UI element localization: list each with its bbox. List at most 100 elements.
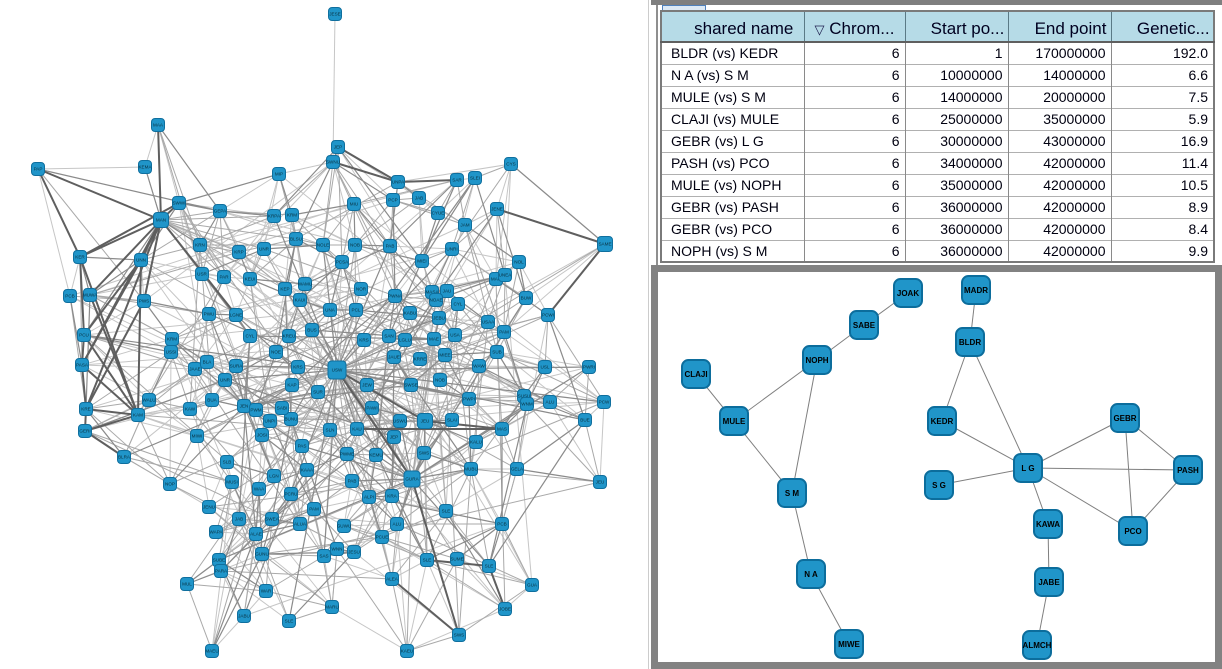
svg-text:PCRU: PCRU — [284, 492, 297, 497]
svg-text:ALAE: ALAE — [250, 532, 262, 537]
svg-text:GELA: GELA — [511, 467, 524, 472]
svg-text:PAB: PAB — [348, 479, 357, 484]
svg-text:PCUE: PCUE — [376, 535, 389, 540]
svg-text:UNR: UNR — [259, 247, 270, 252]
svg-text:JESU: JESU — [348, 550, 360, 555]
svg-text:SWEA: SWEA — [265, 517, 279, 522]
svg-text:UNR: UNR — [220, 378, 231, 383]
svg-text:USSI: USSI — [166, 350, 177, 355]
svg-text:WNM: WNM — [521, 402, 533, 407]
svg-text:UNRI: UNRI — [446, 247, 457, 252]
svg-text:PWM: PWM — [250, 408, 261, 413]
svg-text:BUA: BUA — [207, 398, 217, 403]
svg-text:BLA: BLA — [203, 360, 213, 365]
svg-text:BLRA: BLRA — [118, 455, 131, 460]
svg-text:MUSI: MUSI — [226, 480, 237, 485]
svg-text:PWRI: PWRI — [583, 365, 595, 370]
svg-text:PWU: PWU — [204, 312, 215, 317]
svg-text:ALU: ALU — [546, 400, 555, 405]
svg-text:KRRE: KRRE — [414, 357, 427, 362]
svg-text:PAM: PAM — [309, 507, 319, 512]
svg-text:SLEI: SLEI — [470, 176, 480, 181]
svg-text:MARU: MARU — [325, 605, 339, 610]
svg-text:SUB: SUB — [492, 350, 501, 355]
svg-text:MULE: MULE — [723, 417, 746, 426]
svg-text:SAME: SAME — [598, 242, 611, 247]
svg-text:PCB: PCB — [497, 522, 506, 527]
svg-text:CYL: CYL — [246, 334, 255, 339]
svg-text:PCO: PCO — [1124, 527, 1141, 536]
svg-text:JOAK: JOAK — [897, 289, 919, 298]
svg-text:MAA: MAA — [153, 123, 164, 128]
svg-text:CYS: CYS — [506, 162, 515, 167]
svg-text:UNEA: UNEA — [499, 273, 513, 278]
svg-text:JOBE: JOBE — [499, 607, 511, 612]
svg-text:NOP: NOP — [165, 482, 175, 487]
svg-text:KAEU: KAEU — [401, 649, 414, 654]
svg-text:JAAE: JAAE — [189, 367, 201, 372]
svg-text:KRM: KRM — [167, 337, 177, 342]
svg-text:PAR: PAR — [219, 275, 229, 280]
svg-text:NOE: NOE — [271, 350, 281, 355]
svg-text:JAB: JAB — [235, 517, 243, 522]
svg-text:LGN: LGN — [269, 474, 278, 479]
svg-text:BUE: BUE — [580, 418, 589, 423]
svg-text:SLB: SLB — [223, 460, 232, 465]
svg-text:GUNU: GUNU — [255, 552, 269, 557]
svg-text:BUNU: BUNU — [284, 417, 297, 422]
svg-text:PASH: PASH — [1177, 466, 1199, 475]
svg-text:KEP: KEP — [280, 287, 289, 292]
svg-text:KABU: KABU — [404, 311, 417, 316]
svg-text:N A: N A — [804, 570, 818, 579]
svg-text:KREU: KREU — [283, 334, 296, 339]
svg-text:KALU: KALU — [470, 440, 482, 445]
svg-text:ALUA: ALUA — [294, 522, 307, 527]
svg-text:MAS: MAS — [497, 427, 507, 432]
svg-text:WAPA: WAPA — [209, 530, 223, 535]
svg-text:USWU: USWU — [393, 419, 407, 424]
svg-text:MUL: MUL — [182, 582, 192, 587]
svg-text:KEMA: KEMA — [138, 165, 152, 170]
svg-text:SAS: SAS — [319, 554, 328, 559]
svg-text:PCU: PCU — [79, 333, 89, 338]
svg-text:GURA: GURA — [405, 477, 419, 482]
svg-text:SAR: SAR — [452, 178, 462, 183]
svg-text:SLE: SLE — [485, 564, 494, 569]
svg-text:JESE: JESE — [329, 12, 341, 17]
svg-text:JABU: JABU — [238, 614, 250, 619]
svg-text:ALEA: ALEA — [386, 577, 399, 582]
svg-text:USA: USA — [450, 333, 460, 338]
svg-text:KAM: KAM — [133, 413, 143, 418]
svg-text:SWWI: SWWI — [172, 201, 185, 206]
svg-text:SLE: SLE — [442, 509, 451, 514]
svg-text:JEN: JEN — [240, 404, 249, 409]
svg-text:WALU: WALU — [142, 398, 155, 403]
svg-text:UNPI: UNPI — [265, 419, 276, 424]
svg-text:SUSU: SUSU — [518, 394, 531, 399]
svg-text:MADR: MADR — [964, 286, 988, 295]
svg-text:KEUI: KEUI — [245, 277, 256, 282]
svg-text:MAU: MAU — [491, 277, 501, 282]
svg-text:PAM: PAM — [499, 330, 509, 335]
svg-text:CYUE: CYUE — [432, 211, 445, 216]
svg-text:SLE: SLE — [285, 619, 294, 624]
svg-text:SABI: SABI — [277, 406, 287, 411]
svg-text:KEDR: KEDR — [931, 417, 954, 426]
svg-text:BUW: BUW — [521, 296, 532, 301]
svg-text:SWNU: SWNU — [326, 160, 340, 165]
svg-text:USAA: USAA — [482, 320, 495, 325]
svg-text:SUBE: SUBE — [213, 558, 226, 563]
svg-text:KRE: KRE — [81, 407, 90, 412]
svg-text:PWPI: PWPI — [463, 397, 475, 402]
svg-text:KEMU: KEMU — [369, 453, 382, 458]
svg-text:NOLE: NOLE — [317, 243, 330, 248]
svg-text:PAP: PAP — [34, 167, 43, 172]
svg-text:JEP: JEP — [390, 435, 398, 440]
svg-text:PWS: PWS — [139, 299, 149, 304]
svg-text:MAE: MAE — [429, 337, 439, 342]
svg-text:GEPA: GEPA — [214, 209, 227, 214]
svg-text:MIEE: MIEE — [439, 353, 450, 358]
svg-text:JABE: JABE — [1038, 578, 1060, 587]
svg-text:JEW: JEW — [362, 383, 372, 388]
svg-text:PCWI: PCWI — [542, 313, 554, 318]
